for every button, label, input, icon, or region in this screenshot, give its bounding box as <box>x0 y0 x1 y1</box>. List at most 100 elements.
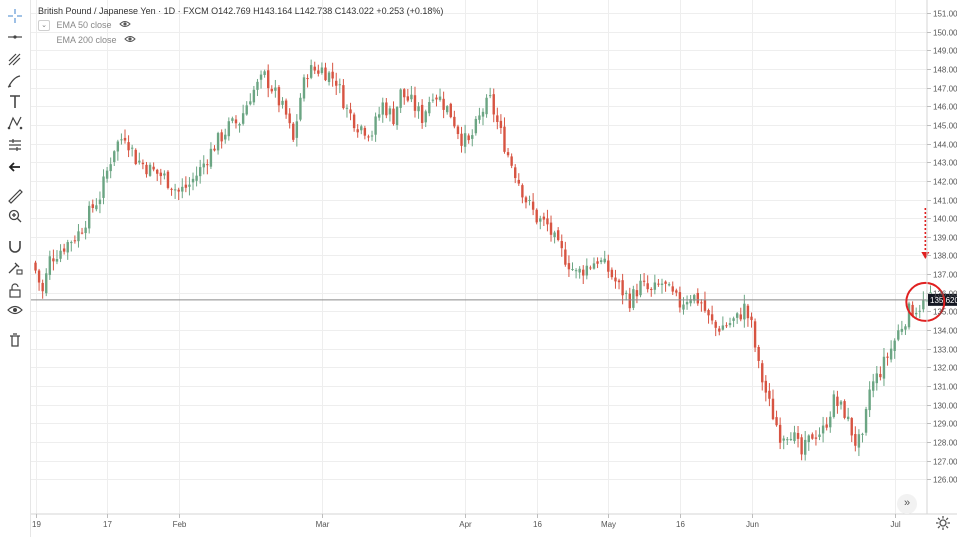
candle-bearish <box>420 104 424 123</box>
candle-bearish <box>134 149 137 165</box>
candle-bullish <box>428 102 431 114</box>
candle-bearish <box>267 70 270 89</box>
candle-bullish <box>95 205 98 210</box>
eye-icon[interactable] <box>124 33 136 48</box>
candle-bearish <box>460 133 463 146</box>
price-tick-label: 135.000 <box>933 308 957 317</box>
zoom-icon[interactable] <box>5 206 25 226</box>
eye-icon[interactable] <box>5 300 25 320</box>
candle-bullish <box>857 434 861 448</box>
candle-bearish <box>671 286 674 292</box>
candle-bearish <box>80 232 84 234</box>
open-value: O142.769 <box>211 6 251 16</box>
candle-bearish <box>73 240 77 242</box>
back-arrow-icon[interactable] <box>5 157 25 177</box>
price-tick-label: 136.000 <box>933 290 957 299</box>
lock-drawing-icon[interactable] <box>5 258 25 278</box>
candle-bearish <box>184 184 188 188</box>
pitchfork-icon[interactable] <box>5 49 25 69</box>
candle-bullish <box>148 164 152 176</box>
candle-bullish <box>395 107 399 126</box>
candle-bullish <box>209 148 213 167</box>
candle-bullish <box>431 99 435 101</box>
candle-bullish <box>872 381 875 391</box>
candle-bearish <box>499 120 503 128</box>
price-tick-label: 139.000 <box>933 234 957 243</box>
candle-bullish <box>900 328 904 332</box>
candle-bearish <box>725 325 728 327</box>
candle-bearish <box>753 321 757 348</box>
candle-bearish <box>496 115 499 123</box>
price-tick-label: 143.000 <box>933 159 957 168</box>
text-icon[interactable] <box>5 92 25 112</box>
candle-bullish <box>735 313 739 318</box>
candle-bullish <box>793 432 796 442</box>
scroll-to-realtime-button[interactable]: » <box>897 494 917 514</box>
candle-bearish <box>635 290 639 297</box>
eye-icon[interactable] <box>119 18 131 33</box>
candle-bearish <box>166 171 170 188</box>
candle-bullish <box>66 242 69 253</box>
candle-bullish <box>55 259 59 262</box>
candle-bullish <box>102 176 105 198</box>
indicator-ema50-row[interactable]: ⌄ EMA 50 close <box>38 18 443 33</box>
candle-bearish <box>607 260 610 272</box>
candle-bearish <box>517 179 520 184</box>
candle-bullish <box>893 340 896 351</box>
pattern-icon[interactable] <box>5 113 25 133</box>
candle-bullish <box>263 71 266 75</box>
time-axis: 1917FebMarApr16May16JunJul16Aug16Sep <box>31 513 957 529</box>
price-axis: 126.000 127.000 128.000 129.000 130.000 131.0… <box>926 0 957 514</box>
magnet-icon[interactable] <box>5 236 25 256</box>
price-tick-label: 142.000 <box>933 178 957 187</box>
candle-bearish <box>556 230 560 240</box>
ruler-icon[interactable] <box>5 186 25 206</box>
brush-icon[interactable] <box>5 71 25 91</box>
candle-bullish <box>728 322 732 326</box>
unlock-icon[interactable] <box>5 280 25 300</box>
candle-bearish <box>392 108 395 125</box>
candle-bearish <box>277 87 281 106</box>
candle-bullish <box>571 268 574 270</box>
candle-bearish <box>41 282 44 292</box>
price-tick-label: 127.000 <box>933 458 957 467</box>
candle-bearish <box>567 263 571 270</box>
candle-bullish <box>789 438 793 440</box>
collapse-chevron-icon[interactable]: ⌄ <box>38 20 50 32</box>
trend-line-icon[interactable] <box>5 27 25 47</box>
price-tick-label: 134.000 <box>933 327 957 336</box>
candle-bearish <box>91 204 94 208</box>
trash-icon[interactable] <box>5 330 25 350</box>
candle-bullish <box>829 416 832 428</box>
candle-bullish <box>338 84 341 86</box>
low-value: L142.738 <box>294 6 333 16</box>
candle-bearish <box>739 314 742 320</box>
price-tick-label: 133.000 <box>933 346 957 355</box>
crosshair-icon[interactable] <box>5 6 25 26</box>
candle-bullish <box>202 163 205 168</box>
candle-bullish <box>424 111 427 123</box>
candle-bearish <box>657 283 660 285</box>
candle-bearish <box>614 277 617 282</box>
candle-bearish <box>628 293 631 309</box>
candle-bearish <box>886 356 889 358</box>
time-tick-label: 16 <box>533 520 542 529</box>
measure-icon[interactable] <box>5 135 25 155</box>
candle-bullish <box>45 273 48 294</box>
indicator-ema200-row[interactable]: EMA 200 close <box>38 33 443 48</box>
time-tick-label: 19 <box>32 520 41 529</box>
candle-bearish <box>800 437 803 455</box>
candle-bearish <box>453 116 456 127</box>
candle-bullish <box>864 408 868 433</box>
gear-icon[interactable] <box>934 514 952 532</box>
candle-bearish <box>492 94 495 115</box>
candle-bullish <box>113 151 116 163</box>
indicator-ema200-label: EMA 200 close <box>56 35 117 45</box>
candle-bullish <box>163 173 166 176</box>
price-label-badge <box>928 293 957 306</box>
candle-bearish <box>356 129 359 133</box>
candle-bearish <box>37 270 41 283</box>
candle-bearish <box>524 197 528 203</box>
candle-bullish <box>120 139 123 141</box>
